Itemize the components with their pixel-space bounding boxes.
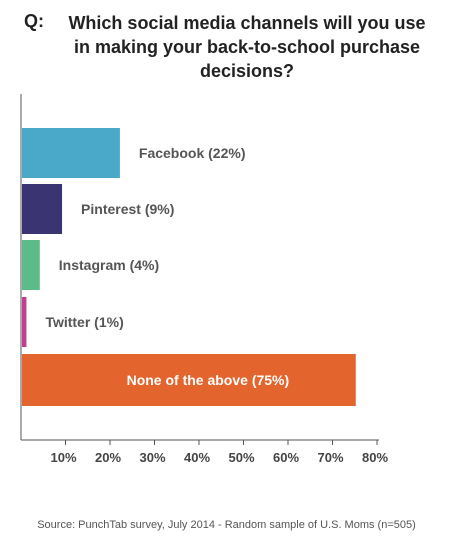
x-tick-label: 50% [228, 450, 254, 465]
x-tick-label: 60% [273, 450, 299, 465]
bar-3 [22, 297, 27, 347]
bar-2 [22, 240, 40, 290]
chart-title: Q: Which social media channels will you … [0, 0, 453, 90]
bar-4 [22, 354, 356, 406]
bar-label: Twitter (1%) [45, 314, 123, 330]
source-note: Source: PunchTab survey, July 2014 - Ran… [37, 519, 416, 531]
x-tick-label: 80% [362, 450, 388, 465]
x-tick-label: 30% [139, 450, 165, 465]
bar-label: Pinterest (9%) [81, 201, 174, 217]
question-prefix: Q: [24, 11, 44, 31]
bar-label: Instagram (4%) [59, 257, 159, 273]
question-text: Which social media channels will you use… [68, 13, 426, 81]
bar-1 [22, 184, 63, 234]
bar-0 [22, 128, 120, 178]
x-tick-label: 70% [317, 450, 343, 465]
x-tick-label: 20% [95, 450, 121, 465]
bar-label: None of the above (75%) [127, 372, 290, 388]
bar-label: Facebook (22%) [139, 145, 246, 161]
x-tick-label: 40% [184, 450, 210, 465]
x-tick-label: 10% [50, 450, 76, 465]
